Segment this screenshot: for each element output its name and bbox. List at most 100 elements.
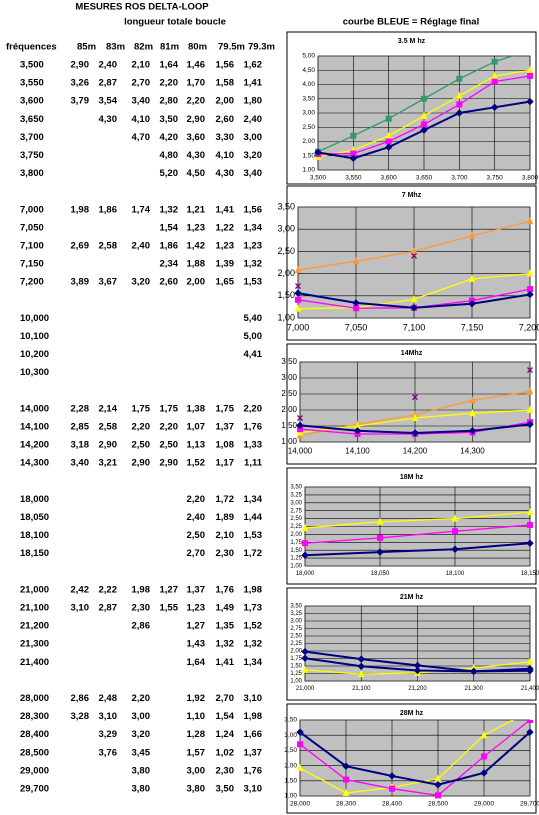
value-cell: 1,32 xyxy=(244,259,263,270)
value-cell: 1,55 xyxy=(160,603,179,614)
y-tick-label: 1,00 xyxy=(302,167,315,174)
x-tick-label: 29,700 xyxy=(520,801,539,808)
x-tick-label: 18,000 xyxy=(296,571,315,577)
y-tick-label: 3,00 xyxy=(277,224,295,234)
value-cell: 1,23 xyxy=(187,222,206,233)
marker xyxy=(452,528,458,535)
value-cell: 2,50 xyxy=(187,530,206,541)
series-line xyxy=(299,720,531,797)
marker xyxy=(491,58,498,65)
value-cell: 4,30 xyxy=(99,114,118,125)
y-tick-label: 1,50 xyxy=(290,548,302,554)
value-cell: 2,86 xyxy=(71,693,90,704)
marker xyxy=(456,75,463,82)
value-cell: 1,37 xyxy=(216,422,235,433)
value-cell: 1,64 xyxy=(187,657,206,668)
value-cell: 1,43 xyxy=(187,639,206,650)
frequency-cell: 18,000 xyxy=(20,494,49,505)
marker xyxy=(412,394,418,401)
value-cell: 2,20 xyxy=(187,494,206,505)
y-tick-label: 3,25 xyxy=(290,611,302,617)
y-tick-label: 3,00 xyxy=(284,732,297,739)
value-cell: 4,10 xyxy=(216,150,235,161)
value-cell: 1,65 xyxy=(216,277,235,288)
value-cell: 4,70 xyxy=(132,132,151,143)
value-cell: 2,70 xyxy=(132,78,151,89)
value-cell: 1,62 xyxy=(244,60,263,71)
marker xyxy=(411,429,419,437)
value-cell: 1,13 xyxy=(187,440,206,451)
marker xyxy=(470,667,478,676)
value-cell: 1,53 xyxy=(244,530,263,541)
value-cell: 1,86 xyxy=(99,204,118,215)
marker xyxy=(411,413,419,421)
marker xyxy=(296,763,304,772)
value-cell: 2,69 xyxy=(71,241,90,252)
y-tick-label: 3,50 xyxy=(290,604,302,610)
value-cell: 1,74 xyxy=(132,204,151,215)
value-cell: 1,10 xyxy=(187,711,206,722)
marker xyxy=(420,111,428,119)
y-tick-label: 4,00 xyxy=(302,81,315,88)
x-tick-label: 7,200 xyxy=(519,322,539,332)
value-cell: 3,10 xyxy=(99,711,118,722)
value-cell: 1,76 xyxy=(216,584,235,595)
value-cell: 3,50 xyxy=(160,114,179,125)
value-cell: 1,98 xyxy=(71,204,90,215)
y-tick-label: 2,25 xyxy=(290,524,302,530)
marker xyxy=(301,665,309,673)
chart-title: 18M hz xyxy=(400,474,424,481)
x-tick-label: 21,000 xyxy=(296,686,315,692)
table-subtitle: longueur totale boucle xyxy=(124,17,226,28)
y-tick-label: 1,75 xyxy=(290,656,302,662)
value-cell: 1,39 xyxy=(216,259,235,270)
frequency-cell: 3,750 xyxy=(20,150,44,161)
frequency-cell: 14,100 xyxy=(20,422,49,433)
value-cell: 3,40 xyxy=(132,96,151,107)
column-header: 83m xyxy=(106,42,125,53)
value-cell: 1,56 xyxy=(216,60,235,71)
column-header: 80m xyxy=(188,42,207,53)
marker xyxy=(526,657,534,665)
table-note: courbe BLEUE = Réglage final xyxy=(343,17,479,28)
marker xyxy=(469,396,476,404)
value-cell: 1,22 xyxy=(216,222,235,233)
marker xyxy=(491,78,498,85)
marker xyxy=(352,299,360,307)
marker xyxy=(349,154,358,163)
marker xyxy=(455,109,464,117)
marker xyxy=(350,132,357,139)
frequency-cell: 3,600 xyxy=(20,96,44,107)
marker xyxy=(302,540,308,547)
marker xyxy=(527,521,533,528)
marker xyxy=(491,71,498,79)
value-cell: 1,41 xyxy=(216,657,235,668)
series-line xyxy=(304,524,531,544)
value-cell: 2,90 xyxy=(71,60,90,71)
value-cell: 3,40 xyxy=(244,168,263,179)
value-cell: 4,80 xyxy=(160,150,179,161)
marker xyxy=(410,295,418,303)
value-cell: 2,85 xyxy=(71,422,90,433)
value-cell: 1,72 xyxy=(216,494,235,505)
x-tick-label: 21,400 xyxy=(521,686,539,692)
value-cell: 3,29 xyxy=(99,729,118,740)
marker xyxy=(480,769,488,777)
value-cell: 3,79 xyxy=(71,96,90,107)
x-tick-label: 18,050 xyxy=(371,571,390,577)
x-tick-label: 21,200 xyxy=(408,686,427,692)
y-tick-label: 2,50 xyxy=(302,124,315,131)
value-cell: 1,52 xyxy=(244,621,263,632)
marker xyxy=(527,720,533,723)
y-tick-label: 3,50 xyxy=(284,717,297,724)
chart-title: 28M hz xyxy=(400,710,424,717)
chart-title: 21M hz xyxy=(400,594,424,601)
y-tick-label: 1,00 xyxy=(277,312,295,322)
y-tick-label: 3,00 xyxy=(302,110,315,117)
x-tick-label: 14,200 xyxy=(403,446,428,455)
value-cell: 2,40 xyxy=(132,241,151,252)
x-tick-label: 21,100 xyxy=(352,686,371,692)
value-cell: 1,32 xyxy=(244,639,263,650)
value-cell: 2,86 xyxy=(132,621,151,632)
value-cell: 1,54 xyxy=(160,222,179,233)
